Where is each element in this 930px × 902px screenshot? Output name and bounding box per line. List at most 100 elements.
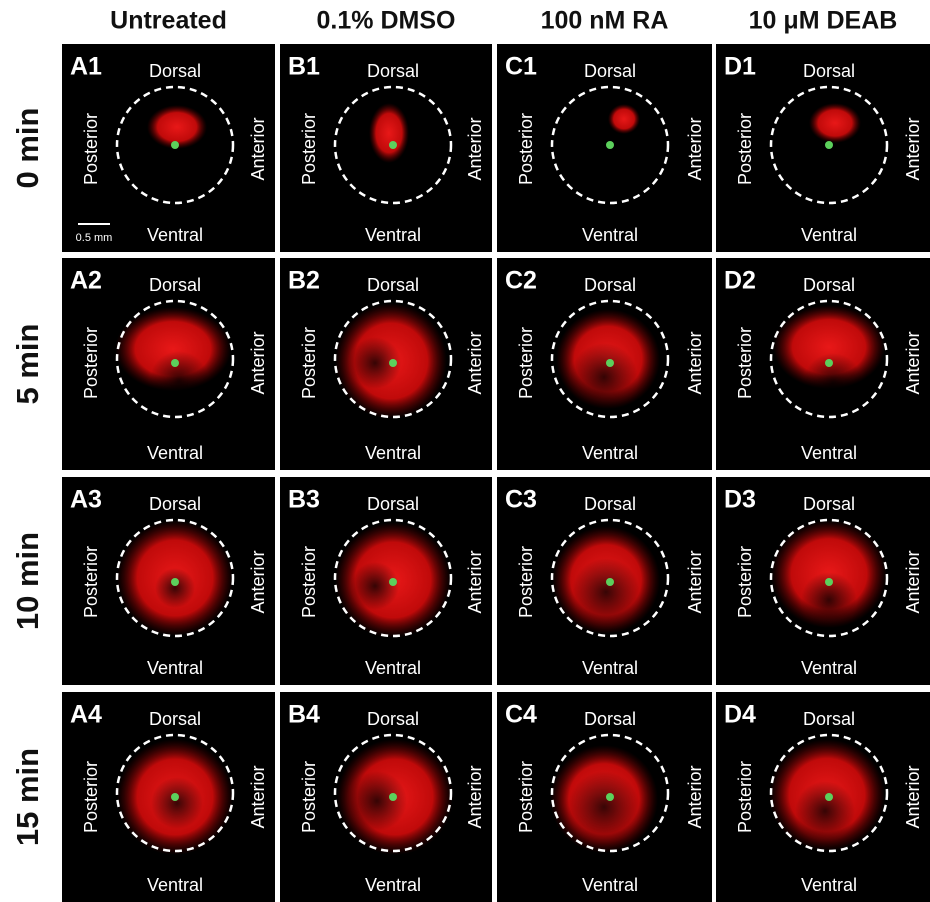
- shadow: [572, 558, 640, 626]
- panel-id: C2: [505, 267, 537, 295]
- panel-id: C3: [505, 486, 537, 514]
- anterior-label: Anterior: [903, 331, 923, 394]
- panel-id: B2: [288, 267, 320, 295]
- scale-bar-label: 0.5 mm: [76, 232, 113, 244]
- shadow: [351, 562, 399, 610]
- shadow: [795, 781, 855, 841]
- panel: C3 Dorsal Ventral Posterior Anterior: [497, 477, 712, 685]
- posterior-label: Posterior: [516, 546, 536, 618]
- posterior-label: Posterior: [299, 546, 319, 618]
- ventral-label: Ventral: [365, 875, 421, 895]
- panel-id: B1: [288, 53, 320, 81]
- row-label: 5 min: [10, 324, 45, 405]
- posterior-label: Posterior: [81, 546, 101, 618]
- ventral-label: Ventral: [147, 225, 203, 245]
- ventral-label: Ventral: [801, 875, 857, 895]
- ventral-label: Ventral: [801, 225, 857, 245]
- panel-id: B4: [288, 701, 320, 729]
- shadow: [347, 771, 407, 831]
- center-marker: [825, 359, 833, 367]
- panel-id: A3: [70, 486, 102, 514]
- anterior-label: Anterior: [248, 331, 268, 394]
- anterior-label: Anterior: [685, 550, 705, 613]
- fluorescence: [369, 103, 409, 163]
- fluorescence: [809, 103, 861, 143]
- panel-id: D3: [724, 486, 756, 514]
- ventral-label: Ventral: [365, 658, 421, 678]
- ventral-label: Ventral: [801, 658, 857, 678]
- anterior-label: Anterior: [465, 331, 485, 394]
- anterior-label: Anterior: [248, 117, 268, 180]
- dorsal-label: Dorsal: [149, 61, 201, 81]
- dorsal-label: Dorsal: [803, 494, 855, 514]
- dorsal-label: Dorsal: [584, 275, 636, 295]
- dorsal-label: Dorsal: [149, 275, 201, 295]
- column-header: 0.1% DMSO: [317, 7, 456, 35]
- row-label: 0 min: [10, 108, 45, 189]
- ventral-label: Ventral: [147, 658, 203, 678]
- center-marker: [389, 141, 397, 149]
- center-marker: [606, 793, 614, 801]
- dorsal-label: Dorsal: [803, 709, 855, 729]
- panel: C2 Dorsal Ventral Posterior Anterior: [497, 258, 712, 470]
- anterior-label: Anterior: [685, 331, 705, 394]
- posterior-label: Posterior: [735, 327, 755, 399]
- anterior-label: Anterior: [248, 550, 268, 613]
- panel-id: A2: [70, 267, 102, 295]
- ventral-label: Ventral: [582, 443, 638, 463]
- anterior-label: Anterior: [685, 765, 705, 828]
- center-marker: [389, 359, 397, 367]
- shadow: [149, 351, 209, 411]
- shadow: [570, 343, 638, 411]
- dorsal-label: Dorsal: [367, 275, 419, 295]
- dorsal-label: Dorsal: [367, 61, 419, 81]
- dorsal-label: Dorsal: [149, 709, 201, 729]
- anterior-label: Anterior: [465, 117, 485, 180]
- ventral-label: Ventral: [582, 658, 638, 678]
- posterior-label: Posterior: [735, 761, 755, 833]
- row-label: 15 min: [10, 748, 45, 846]
- posterior-label: Posterior: [516, 327, 536, 399]
- center-marker: [825, 141, 833, 149]
- anterior-label: Anterior: [685, 117, 705, 180]
- dorsal-label: Dorsal: [367, 494, 419, 514]
- shadow: [568, 771, 640, 843]
- column-header: 10 μM DEAB: [749, 7, 898, 35]
- dorsal-label: Dorsal: [584, 494, 636, 514]
- dorsal-label: Dorsal: [584, 61, 636, 81]
- ventral-label: Ventral: [147, 443, 203, 463]
- center-marker: [389, 793, 397, 801]
- anterior-label: Anterior: [248, 765, 268, 828]
- center-marker: [825, 793, 833, 801]
- dorsal-label: Dorsal: [803, 61, 855, 81]
- center-marker: [606, 141, 614, 149]
- column-header: 100 nM RA: [541, 7, 669, 35]
- ventral-label: Ventral: [147, 875, 203, 895]
- ventral-label: Ventral: [801, 443, 857, 463]
- center-marker: [171, 359, 179, 367]
- center-marker: [171, 793, 179, 801]
- anterior-label: Anterior: [903, 117, 923, 180]
- shadow: [155, 568, 195, 608]
- row-label: 10 min: [10, 532, 45, 630]
- panel-id: D2: [724, 267, 756, 295]
- panel: D4 Dorsal Ventral Posterior Anterior: [716, 692, 930, 902]
- center-marker: [171, 578, 179, 586]
- posterior-label: Posterior: [81, 113, 101, 185]
- anterior-label: Anterior: [903, 765, 923, 828]
- panel-id: D4: [724, 701, 756, 729]
- panel-id: A4: [70, 701, 102, 729]
- center-marker: [171, 141, 179, 149]
- panel-id: C1: [505, 53, 537, 81]
- posterior-label: Posterior: [516, 113, 536, 185]
- figure: Untreated0.1% DMSO100 nM RA10 μM DEAB0 m…: [0, 0, 930, 902]
- center-marker: [389, 578, 397, 586]
- panel-id: C4: [505, 701, 537, 729]
